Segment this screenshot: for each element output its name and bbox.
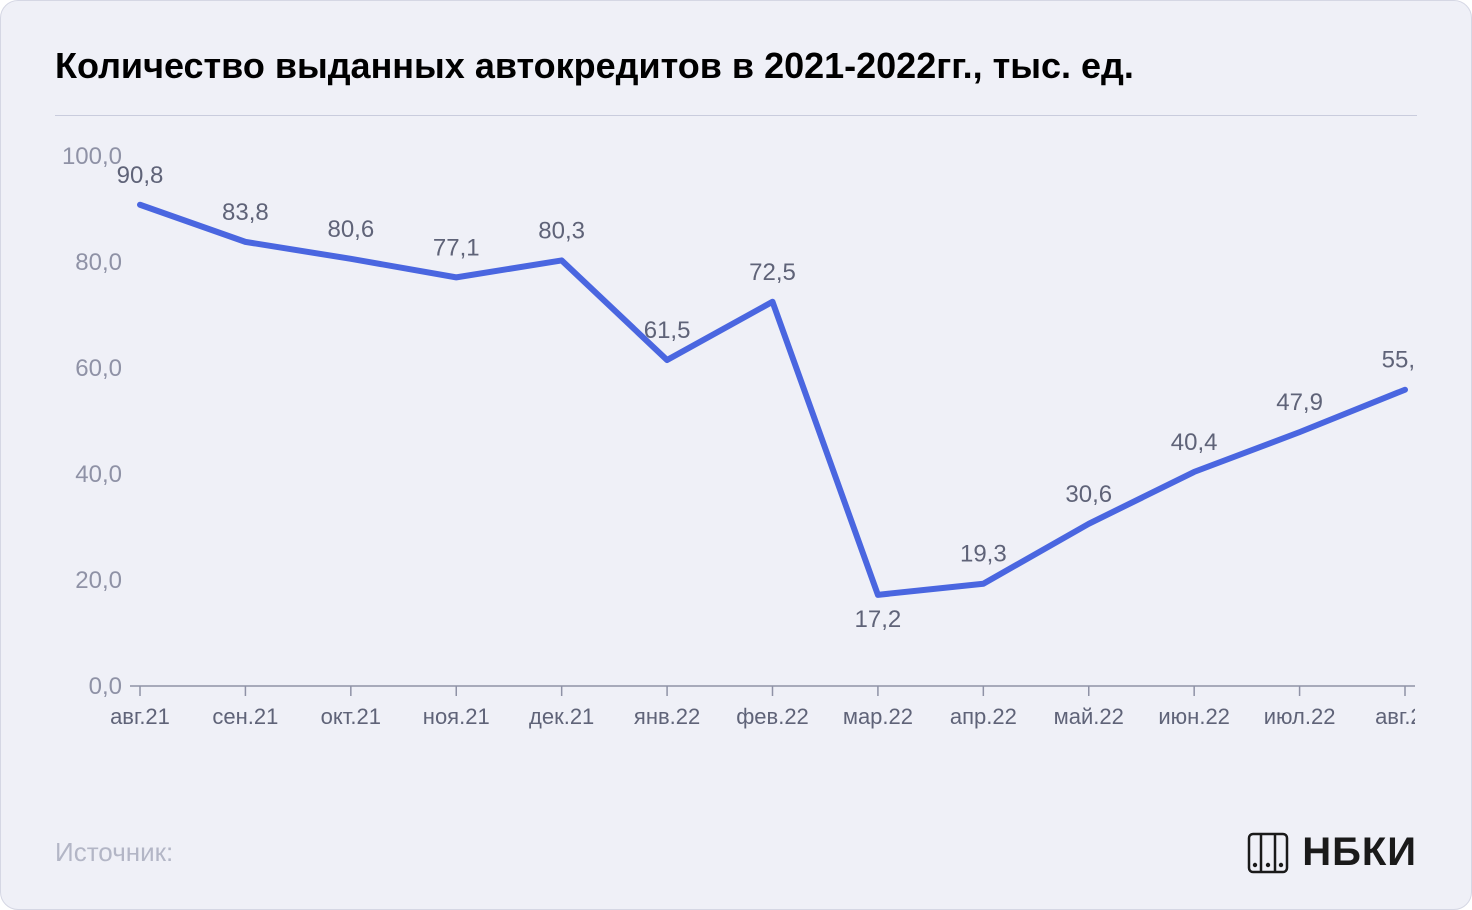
x-tick-label: фев.22 bbox=[736, 704, 809, 729]
value-label: 80,6 bbox=[327, 216, 374, 243]
y-tick-label: 0,0 bbox=[89, 673, 122, 700]
x-tick-label: июн.22 bbox=[1158, 704, 1230, 729]
value-label: 17,2 bbox=[855, 606, 902, 633]
value-label: 72,5 bbox=[749, 259, 796, 286]
x-tick-label: дек.21 bbox=[529, 704, 594, 729]
brand-logo-icon bbox=[1246, 831, 1290, 875]
value-label: 80,3 bbox=[538, 217, 585, 244]
title-divider bbox=[55, 115, 1417, 116]
source-label: Источник: bbox=[55, 837, 173, 868]
x-tick-label: апр.22 bbox=[950, 704, 1017, 729]
x-tick-label: окт.21 bbox=[321, 704, 381, 729]
value-label: 30,6 bbox=[1065, 481, 1112, 508]
value-label: 83,8 bbox=[222, 199, 269, 226]
x-tick-label: июл.22 bbox=[1264, 704, 1336, 729]
chart-card: Количество выданных автокредитов в 2021-… bbox=[0, 0, 1472, 910]
x-tick-label: ноя.21 bbox=[423, 704, 490, 729]
brand-block: НБКИ bbox=[1246, 830, 1417, 875]
x-tick-label: янв.22 bbox=[634, 704, 700, 729]
value-label: 90,8 bbox=[117, 162, 164, 189]
value-label: 55,9 bbox=[1382, 347, 1415, 374]
value-label: 19,3 bbox=[960, 541, 1007, 568]
chart-plot-area: 0,0 20,0 40,0 60,0 80,0 100,0 авг.21 сен.21 окт.… bbox=[55, 126, 1417, 812]
line-chart-svg: 0,0 20,0 40,0 60,0 80,0 100,0 авг.21 сен.21 окт.… bbox=[55, 126, 1415, 766]
y-tick-label: 100,0 bbox=[62, 143, 122, 170]
value-label: 61,5 bbox=[644, 317, 691, 344]
brand-text: НБКИ bbox=[1302, 830, 1417, 875]
chart-footer: Источник: НБКИ bbox=[55, 830, 1417, 875]
x-tick-label: авг.22 bbox=[1375, 704, 1415, 729]
x-tick-label: май.22 bbox=[1054, 704, 1124, 729]
y-tick-label: 20,0 bbox=[75, 567, 122, 594]
chart-title: Количество выданных автокредитов в 2021-… bbox=[55, 45, 1417, 87]
y-tick-label: 40,0 bbox=[75, 461, 122, 488]
x-tick-label: сен.21 bbox=[212, 704, 278, 729]
y-tick-label: 60,0 bbox=[75, 355, 122, 382]
y-tick-label: 80,0 bbox=[75, 249, 122, 276]
value-label: 77,1 bbox=[433, 234, 480, 261]
value-label: 40,4 bbox=[1171, 429, 1218, 456]
value-label: 47,9 bbox=[1276, 389, 1323, 416]
x-tick-label: мар.22 bbox=[843, 704, 913, 729]
x-tick-label: авг.21 bbox=[110, 704, 170, 729]
